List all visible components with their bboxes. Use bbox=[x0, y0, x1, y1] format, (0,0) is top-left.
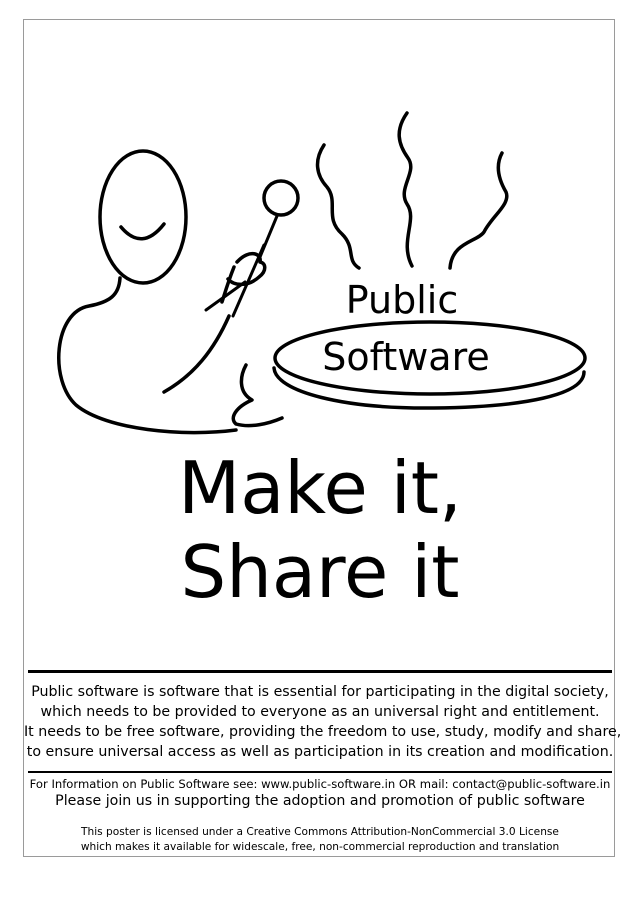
description-line: which needs to be provided to everyone a… bbox=[40, 704, 600, 720]
license-line: This poster is licensed under a Creative… bbox=[81, 826, 559, 838]
headline-line-1: Make it, bbox=[178, 446, 462, 530]
description: Public software is software that is esse… bbox=[24, 682, 622, 762]
bottom-divider bbox=[28, 771, 612, 773]
steam-lines-icon bbox=[315, 143, 361, 270]
description-line: to ensure universal access as well as pa… bbox=[26, 744, 614, 760]
chef-head-icon bbox=[98, 149, 188, 285]
brand-line-2: Software bbox=[322, 335, 490, 379]
top-divider bbox=[28, 670, 612, 673]
license-line: which makes it available for widescale, … bbox=[80, 841, 560, 853]
join-text: Please join us in supporting the adoptio… bbox=[55, 793, 585, 809]
smile-icon bbox=[119, 222, 166, 241]
description-line: Public software is software that is esse… bbox=[31, 684, 609, 700]
description-line: It needs to be free software, providing … bbox=[24, 724, 622, 740]
chef-illustration: Public Software bbox=[57, 111, 587, 435]
chef-body-icon bbox=[57, 276, 238, 435]
serving-plate-icon bbox=[273, 320, 587, 396]
poster: Public Software Make it, Share it Public… bbox=[23, 19, 622, 857]
brand-line-1: Public bbox=[346, 278, 458, 322]
headline-line-2: Share it bbox=[180, 530, 460, 614]
license-text: This poster is licensed under a Creative… bbox=[24, 825, 616, 855]
info-text: For Information on Public Software see: … bbox=[29, 777, 611, 791]
